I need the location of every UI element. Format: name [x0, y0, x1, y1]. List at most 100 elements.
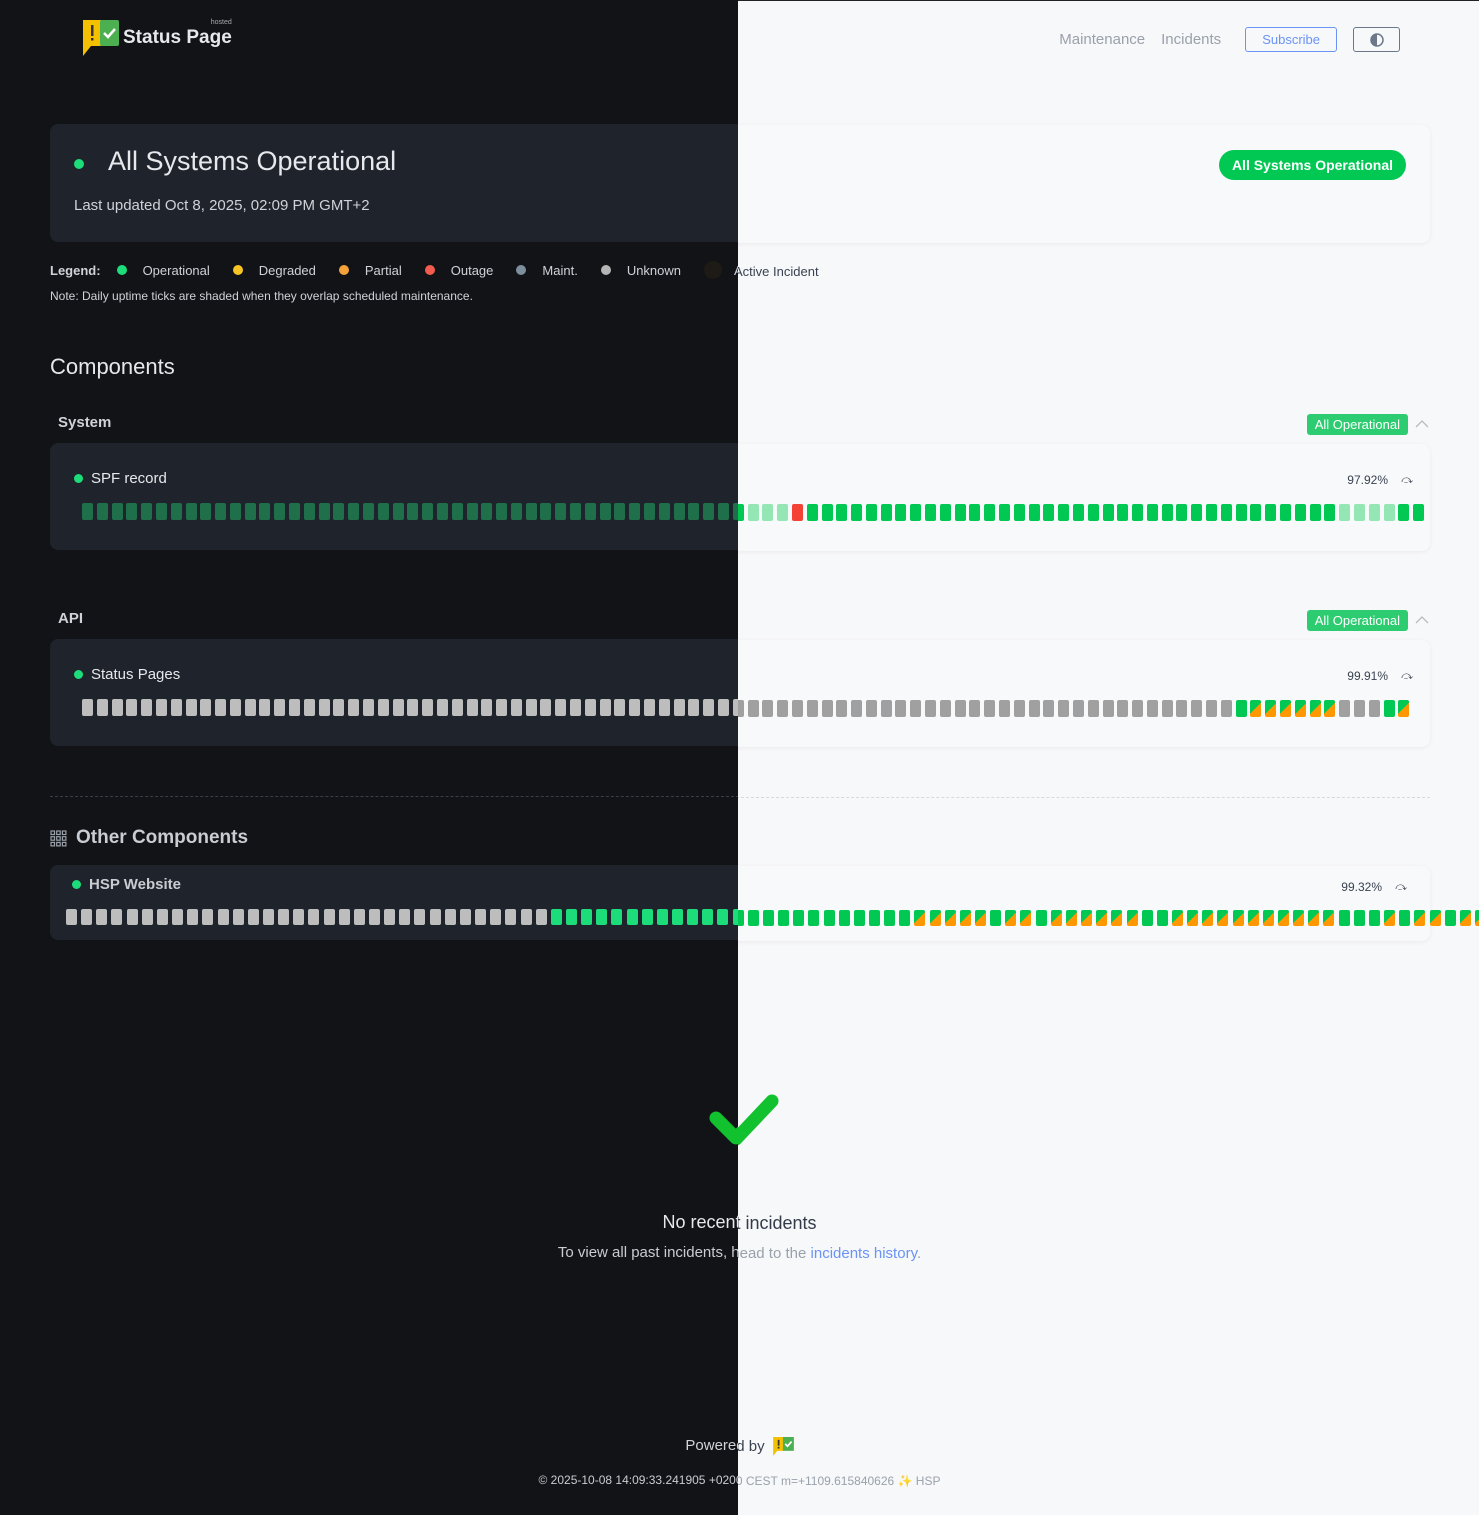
- tick-operational-shaded[interactable]: [407, 503, 419, 520]
- tick-unknown[interactable]: [984, 700, 996, 717]
- tick-unknown[interactable]: [496, 699, 508, 716]
- tick-operational[interactable]: [550, 909, 562, 925]
- tick-unknown[interactable]: [895, 700, 907, 717]
- tick-operational[interactable]: [990, 910, 1002, 926]
- tick-operational-shaded[interactable]: [244, 503, 256, 520]
- tick-operational-shaded[interactable]: [377, 503, 389, 520]
- tick-unknown[interactable]: [1028, 700, 1040, 717]
- tick-unknown[interactable]: [244, 699, 256, 716]
- tick-operational[interactable]: [641, 909, 653, 925]
- tick-operational[interactable]: [1013, 504, 1025, 521]
- tick-operational[interactable]: [1265, 504, 1277, 521]
- tick-partial[interactable]: [1384, 910, 1396, 926]
- tick-unknown[interactable]: [363, 699, 374, 716]
- tick-unknown[interactable]: [353, 909, 365, 925]
- tick-unknown[interactable]: [821, 700, 833, 717]
- tick-partial[interactable]: [1293, 910, 1305, 926]
- tick-unknown[interactable]: [954, 700, 966, 717]
- tick-operational[interactable]: [1102, 504, 1114, 521]
- tick-partial[interactable]: [959, 910, 971, 926]
- tick-operational-shaded[interactable]: [141, 503, 153, 520]
- tick-operational[interactable]: [793, 910, 805, 926]
- tick-operational-shaded[interactable]: [688, 503, 700, 520]
- tick-partial[interactable]: [1309, 700, 1321, 717]
- tick-unknown[interactable]: [262, 909, 274, 925]
- tick-operational[interactable]: [838, 910, 850, 926]
- tick-operational[interactable]: [1383, 700, 1395, 717]
- tick-operational-shaded[interactable]: [540, 503, 552, 520]
- tick-unknown[interactable]: [599, 699, 611, 716]
- tick-operational[interactable]: [865, 504, 877, 521]
- tick-operational-light[interactable]: [1383, 504, 1395, 521]
- tick-unknown[interactable]: [96, 909, 108, 925]
- refresh-icon[interactable]: ⤼: [1401, 474, 1413, 486]
- tick-operational-shaded[interactable]: [200, 503, 212, 520]
- hsp-logo-icon[interactable]: [772, 1437, 794, 1456]
- tick-operational-shaded[interactable]: [703, 503, 715, 520]
- tick-operational[interactable]: [611, 909, 623, 925]
- tick-partial[interactable]: [929, 910, 941, 926]
- tick-operational-shaded[interactable]: [185, 503, 197, 520]
- tick-operational[interactable]: [910, 504, 922, 521]
- tick-unknown[interactable]: [436, 699, 448, 716]
- tick-unknown[interactable]: [200, 699, 212, 716]
- tick-operational[interactable]: [1250, 504, 1262, 521]
- tick-operational[interactable]: [808, 910, 820, 926]
- tick-partial[interactable]: [944, 910, 956, 926]
- tick-operational[interactable]: [821, 504, 833, 521]
- tick-unknown[interactable]: [880, 700, 892, 717]
- tick-unknown[interactable]: [247, 909, 259, 925]
- tick-operational[interactable]: [1338, 910, 1350, 926]
- tick-unknown[interactable]: [490, 909, 502, 925]
- tick-partial[interactable]: [1262, 910, 1274, 926]
- tick-operational[interactable]: [1294, 504, 1306, 521]
- tick-operational-light[interactable]: [1353, 504, 1365, 521]
- tick-operational[interactable]: [1353, 910, 1365, 926]
- tick-operational[interactable]: [851, 504, 863, 521]
- tick-unknown[interactable]: [1132, 700, 1144, 717]
- tick-operational-shaded[interactable]: [555, 503, 567, 520]
- tick-partial[interactable]: [1081, 910, 1093, 926]
- tick-unknown[interactable]: [520, 909, 532, 925]
- tick-partial[interactable]: [1324, 700, 1336, 717]
- tick-unknown[interactable]: [308, 909, 320, 925]
- tick-operational-shaded[interactable]: [599, 503, 611, 520]
- tick-unknown[interactable]: [170, 699, 182, 716]
- tick-operational[interactable]: [1235, 504, 1247, 521]
- tick-unknown[interactable]: [384, 909, 396, 925]
- tick-unknown[interactable]: [82, 699, 93, 716]
- tick-unknown[interactable]: [259, 699, 271, 716]
- tick-unknown[interactable]: [481, 699, 493, 716]
- tick-unknown[interactable]: [414, 909, 426, 925]
- tick-operational[interactable]: [806, 504, 818, 521]
- tick-unknown[interactable]: [1013, 700, 1025, 717]
- tick-operational[interactable]: [954, 504, 966, 521]
- tick-operational[interactable]: [1087, 504, 1099, 521]
- tick-operational[interactable]: [1399, 910, 1411, 926]
- tick-unknown[interactable]: [1339, 700, 1351, 717]
- tick-operational[interactable]: [656, 909, 668, 925]
- tick-operational-shaded[interactable]: [584, 503, 596, 520]
- tick-operational-shaded[interactable]: [289, 503, 301, 520]
- tick-unknown[interactable]: [348, 699, 360, 716]
- tick-operational-shaded[interactable]: [629, 503, 641, 520]
- tick-operational-shaded[interactable]: [451, 503, 463, 520]
- tick-partial[interactable]: [1459, 910, 1471, 926]
- tick-operational-shaded[interactable]: [96, 503, 108, 520]
- tick-partial[interactable]: [1187, 910, 1199, 926]
- refresh-icon[interactable]: ⤼: [1401, 670, 1413, 682]
- tick-operational[interactable]: [702, 909, 714, 925]
- tick-operational-light[interactable]: [762, 504, 774, 521]
- tick-unknown[interactable]: [925, 700, 937, 717]
- tick-unknown[interactable]: [910, 700, 922, 717]
- tick-unknown[interactable]: [333, 699, 345, 716]
- tick-partial[interactable]: [1278, 910, 1289, 926]
- tick-operational[interactable]: [762, 910, 774, 926]
- tick-unknown[interactable]: [1206, 700, 1218, 717]
- tick-outage[interactable]: [791, 504, 803, 521]
- tick-unknown[interactable]: [1117, 700, 1129, 717]
- tick-operational[interactable]: [868, 910, 880, 926]
- tick-unknown[interactable]: [703, 699, 715, 716]
- tick-unknown[interactable]: [673, 699, 685, 716]
